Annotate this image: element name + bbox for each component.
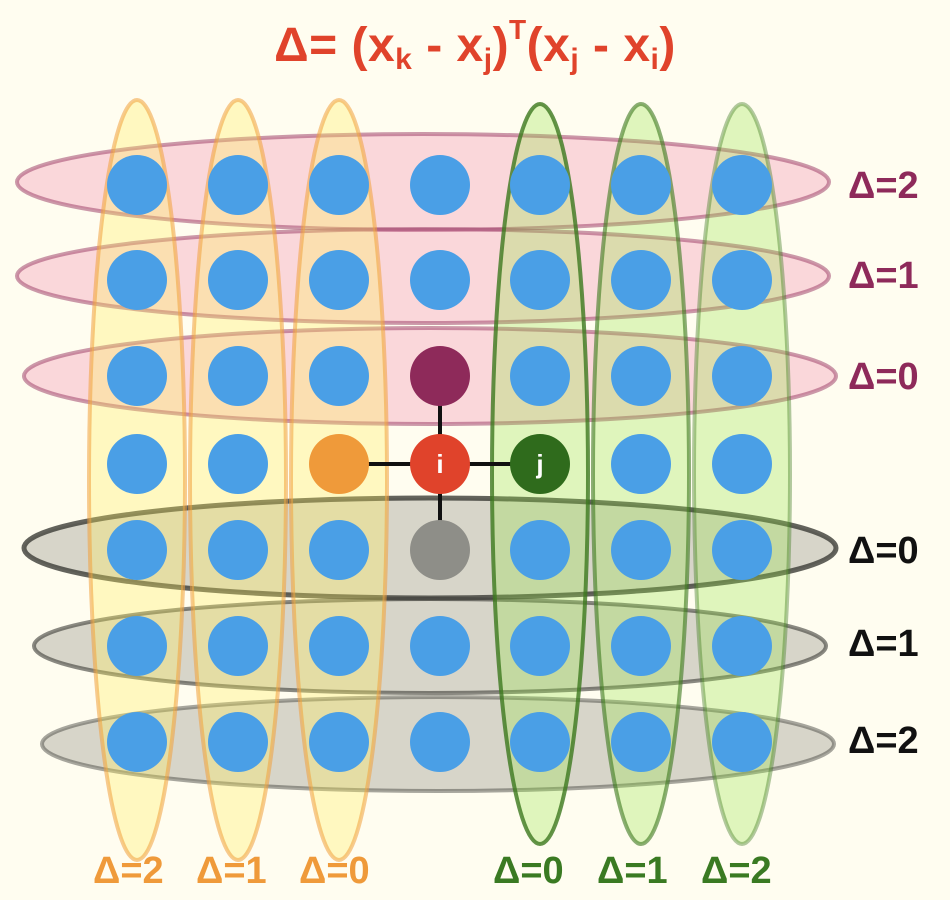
- label-pink-delta-2: Δ=2: [848, 165, 919, 207]
- grid-dot: [107, 250, 167, 310]
- grid-dot: [309, 520, 369, 580]
- grid-dot: [309, 346, 369, 406]
- grid-dot: [208, 250, 268, 310]
- label-gray-delta-2: Δ=2: [848, 720, 919, 762]
- title-sub-j: j: [483, 43, 493, 76]
- grid-dot: [611, 520, 671, 580]
- label-yellow-delta-2: Δ=2: [93, 850, 164, 892]
- node-j: [510, 434, 570, 494]
- grid-dot: [208, 520, 268, 580]
- grid-dot: [712, 346, 772, 406]
- grid-dot: [510, 712, 570, 772]
- grid-dot: [107, 712, 167, 772]
- grid-dot: [611, 616, 671, 676]
- grid-dot: [611, 250, 671, 310]
- grid-dot: [208, 616, 268, 676]
- title-sub-k: k: [395, 43, 413, 76]
- label-pink-delta-1: Δ=1: [848, 255, 919, 297]
- label-green-delta-1: Δ=1: [597, 850, 668, 892]
- title-delta: Δ=: [274, 19, 338, 72]
- label-gray-delta-1: Δ=1: [848, 623, 919, 665]
- grid-dot: [208, 434, 268, 494]
- grid-dot: [611, 155, 671, 215]
- formula-title: Δ= (xk - xj)T(xj - xi): [0, 14, 950, 77]
- grid-dot: [712, 250, 772, 310]
- title-part: (x: [526, 19, 571, 72]
- grid-dot: [510, 155, 570, 215]
- grid-dot: [208, 155, 268, 215]
- grid-dot: [712, 616, 772, 676]
- grid-dot: [410, 712, 470, 772]
- grid-dot: [712, 520, 772, 580]
- grid-dot: [309, 712, 369, 772]
- title-part: (x: [337, 19, 396, 72]
- neighbor-down-node: [410, 520, 470, 580]
- title-part: - x: [412, 19, 484, 72]
- grid-dot: [410, 155, 470, 215]
- grid-dot: [510, 616, 570, 676]
- grid-dot: [107, 155, 167, 215]
- grid-dot: [611, 434, 671, 494]
- grid-dot: [208, 712, 268, 772]
- grid-dot: [107, 346, 167, 406]
- title-part: ): [659, 19, 676, 72]
- grid-dot: [410, 250, 470, 310]
- title-sub-j: j: [570, 43, 580, 76]
- label-yellow-delta-0: Δ=0: [299, 850, 370, 892]
- grid-dot: [611, 346, 671, 406]
- grid-dot: [309, 155, 369, 215]
- grid-dot: [611, 712, 671, 772]
- grid-dot: [510, 346, 570, 406]
- grid-dot: [107, 434, 167, 494]
- grid-dot: [712, 155, 772, 215]
- grid-dot: [410, 616, 470, 676]
- node-i-label: i: [436, 449, 443, 479]
- grid-dot: [309, 250, 369, 310]
- label-yellow-delta-1: Δ=1: [196, 850, 267, 892]
- label-green-delta-0: Δ=0: [493, 850, 564, 892]
- grid-dot: [107, 616, 167, 676]
- label-green-delta-2: Δ=2: [701, 850, 772, 892]
- neighbor-k-node: [309, 434, 369, 494]
- grid-dot: [208, 346, 268, 406]
- grid-dot: [712, 712, 772, 772]
- title-part: ): [492, 19, 510, 72]
- title-sub-i: i: [650, 43, 660, 76]
- title-sup-t: T: [509, 14, 527, 45]
- grid-dot: [712, 434, 772, 494]
- label-gray-delta-0: Δ=0: [848, 530, 919, 572]
- node-i: [410, 434, 470, 494]
- grid-dot: [510, 520, 570, 580]
- node-j-label: j: [535, 449, 543, 479]
- label-pink-delta-0: Δ=0: [848, 356, 919, 398]
- neighbor-up-node: [410, 346, 470, 406]
- grid-dot: [107, 520, 167, 580]
- title-part: - x: [579, 19, 651, 72]
- grid-dot: [309, 616, 369, 676]
- grid-dot: [510, 250, 570, 310]
